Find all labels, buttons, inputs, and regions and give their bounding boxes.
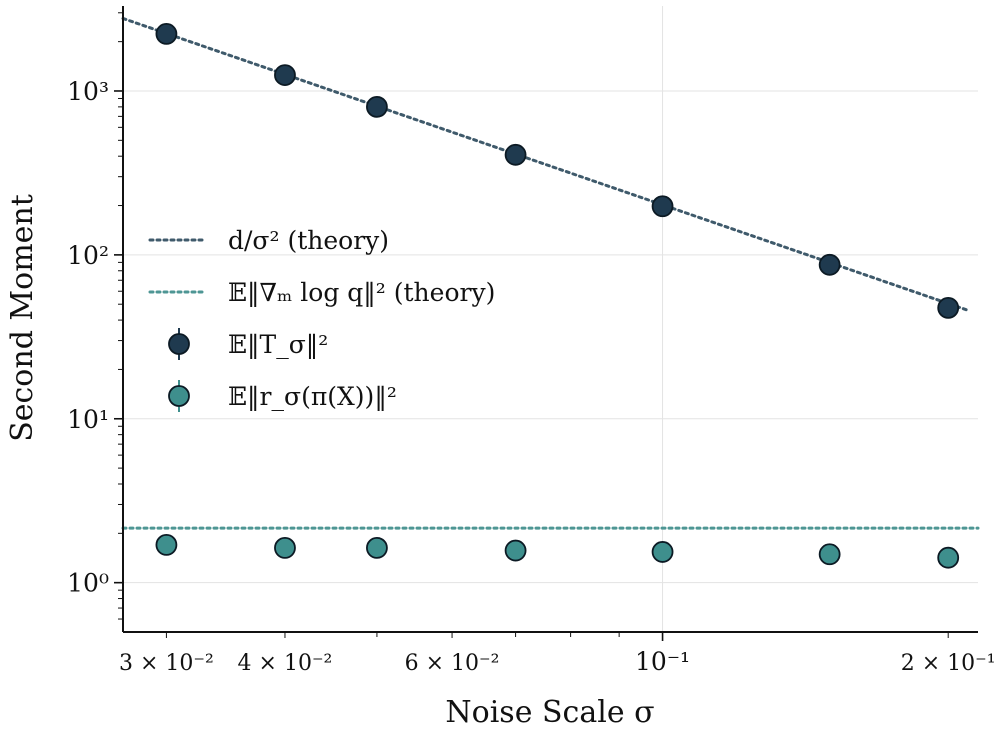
y-tick-label: 10¹	[67, 405, 109, 434]
legend-point-marker	[168, 385, 190, 407]
data-point-series-2	[937, 296, 960, 319]
data-point-series-2	[366, 95, 388, 118]
data-point-series-3	[274, 536, 296, 559]
x-tick-label: 2 × 10⁻¹	[901, 651, 995, 676]
data-point-series-2	[651, 195, 674, 218]
y-axis-label: Second Moment	[5, 194, 40, 442]
series-layer	[121, 16, 980, 569]
data-point-series-2	[818, 253, 841, 276]
axes-layer	[122, 6, 978, 633]
tick-layer: 10⁰ 10¹ 10² 10³ 3 × 10⁻² 4 × 10⁻² 6 × 10⁻² 10⁻¹…	[67, 12, 995, 676]
data-point-series-3	[504, 539, 527, 562]
y-tick-label: 10³	[67, 77, 109, 106]
x-axis-label: Noise Scale σ	[445, 695, 654, 730]
legend: d/σ² (theory) 𝔼‖∇ₘ log q‖² (theory) 𝔼‖T_σ‖…	[148, 226, 495, 412]
x-tick-label: 10⁻¹	[635, 647, 690, 676]
data-point-series-2	[274, 64, 296, 86]
y-tick-label: 10²	[67, 241, 109, 270]
x-tick-label: 3 × 10⁻²	[119, 651, 214, 676]
theory-line-0	[121, 16, 970, 312]
data-point-series-2	[504, 143, 527, 166]
data-point-series-2	[155, 22, 178, 45]
data-point-series-3	[155, 533, 178, 556]
legend-point-marker	[168, 333, 190, 355]
data-point-series-3	[937, 546, 960, 569]
legend-label: d/σ² (theory)	[228, 226, 389, 255]
data-point-series-3	[366, 536, 388, 559]
data-point-series-3	[818, 543, 841, 566]
data-point-series-3	[651, 541, 674, 563]
legend-label: 𝔼‖∇ₘ log q‖² (theory)	[228, 278, 495, 308]
legend-label: 𝔼‖T_σ‖²	[228, 330, 328, 360]
legend-label: 𝔼‖r_σ(π(X))‖²	[228, 382, 397, 412]
x-tick-label: 4 × 10⁻²	[238, 651, 333, 676]
x-tick-label: 6 × 10⁻²	[405, 651, 500, 676]
y-tick-label: 10⁰	[67, 569, 109, 598]
grid-layer	[123, 6, 978, 632]
